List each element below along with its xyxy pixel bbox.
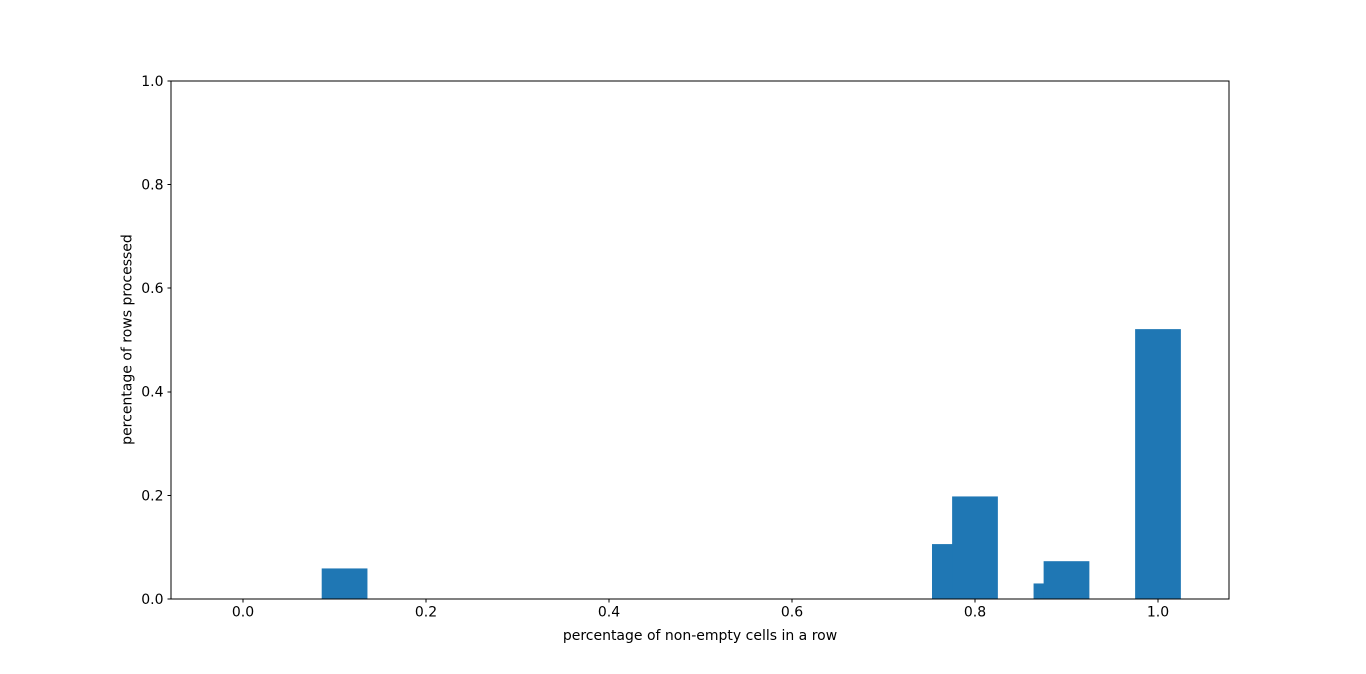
x-tick-label: 1.0 bbox=[1147, 605, 1169, 621]
x-axis-label: percentage of non-empty cells in a row bbox=[562, 628, 838, 644]
y-tick-label: 0.2 bbox=[141, 488, 163, 504]
x-axis: 0.0 0.2 0.4 0.6 0.8 1.0 bbox=[232, 599, 1169, 621]
x-tick-label: 0.0 bbox=[232, 605, 254, 621]
y-axis-label: percentage of rows processed bbox=[119, 234, 136, 445]
histogram-bar bbox=[321, 568, 368, 599]
histogram-bar bbox=[1043, 561, 1090, 599]
y-tick-label: 1.0 bbox=[141, 74, 163, 90]
plot-border bbox=[170, 80, 1230, 600]
x-tick-label: 0.8 bbox=[964, 605, 986, 621]
y-axis: 0.0 0.2 0.4 0.6 0.8 1.0 bbox=[141, 74, 171, 608]
histogram-bar bbox=[952, 496, 998, 599]
y-tick-label: 0.8 bbox=[141, 178, 163, 194]
y-tick-label: 0.4 bbox=[141, 385, 163, 401]
x-tick-label: 0.6 bbox=[781, 605, 803, 621]
histogram-bar bbox=[1135, 329, 1181, 599]
y-tick-label: 0.0 bbox=[141, 592, 163, 608]
x-tick-label: 0.4 bbox=[598, 605, 620, 621]
bars-group bbox=[321, 329, 1181, 599]
x-tick-label: 0.2 bbox=[415, 605, 437, 621]
y-tick-label: 0.6 bbox=[141, 281, 163, 297]
